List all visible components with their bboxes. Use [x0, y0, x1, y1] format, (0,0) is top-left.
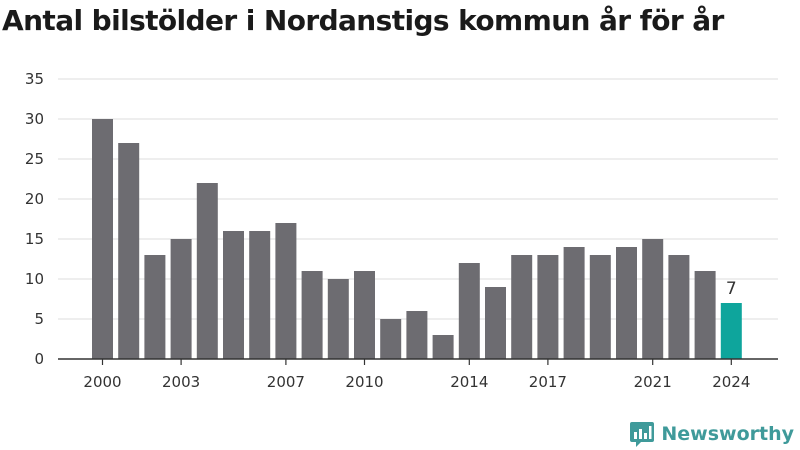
y-tick-label: 30: [25, 110, 44, 128]
bar-2000: [92, 119, 113, 359]
brand-name: Newsworthy: [661, 423, 794, 445]
bars: [92, 119, 742, 359]
bar-2012: [406, 311, 428, 359]
bar-2013: [432, 335, 454, 359]
brand-logo[interactable]: Newsworthy: [629, 420, 794, 448]
bar-2003: [170, 239, 192, 359]
x-tick-label: 2000: [83, 373, 121, 391]
x-tick-label: 2017: [529, 373, 567, 391]
bar-2019: [589, 255, 611, 359]
bar-2022: [668, 255, 690, 359]
bar-2001: [118, 143, 140, 359]
bar-2023: [694, 271, 716, 359]
x-tick-label: 2014: [450, 373, 488, 391]
bar-2015: [485, 287, 506, 359]
y-tick-label: 20: [25, 190, 44, 208]
bar-2014: [458, 263, 480, 359]
bar-2002: [144, 255, 166, 359]
bar-2007: [275, 223, 297, 359]
data-labels: 7: [726, 279, 737, 299]
bar-2016: [511, 255, 533, 359]
bar-2006: [249, 231, 271, 359]
bar-2011: [380, 319, 402, 359]
x-axis: 2000 2003 2007 2010 2014 2017 2021 2024: [58, 358, 778, 391]
bar-2021: [642, 239, 664, 359]
y-tick-label: 10: [25, 270, 44, 288]
bar-2010: [354, 271, 375, 359]
y-tick-label: 25: [25, 150, 44, 168]
y-tick-label: 35: [25, 70, 44, 88]
bar-2008: [301, 271, 323, 359]
bar-2009: [327, 279, 349, 359]
x-tick-label: 2010: [345, 373, 383, 391]
bar-2005: [223, 231, 244, 359]
x-tick-label: 2021: [634, 373, 672, 391]
y-tick-label: 5: [34, 310, 44, 328]
x-tick-label: 2007: [267, 373, 305, 391]
newsworthy-logo-icon: [630, 422, 655, 447]
y-tick-label: 0: [34, 350, 44, 368]
data-label-2024: 7: [726, 279, 737, 299]
bar-2004: [196, 183, 218, 359]
x-tick-label: 2024: [712, 373, 750, 391]
chart-title: Antal bilstölder i Nordanstigs kommun år…: [2, 4, 724, 37]
y-tick-label: 15: [25, 230, 44, 248]
bar-2018: [563, 247, 585, 359]
bar-2017: [537, 255, 559, 359]
y-axis-ticks: 0 5 10 15 20 25 30 35: [25, 70, 44, 368]
bar-2024: [720, 303, 742, 359]
x-tick-label: 2003: [162, 373, 200, 391]
bar-2020: [616, 247, 637, 359]
